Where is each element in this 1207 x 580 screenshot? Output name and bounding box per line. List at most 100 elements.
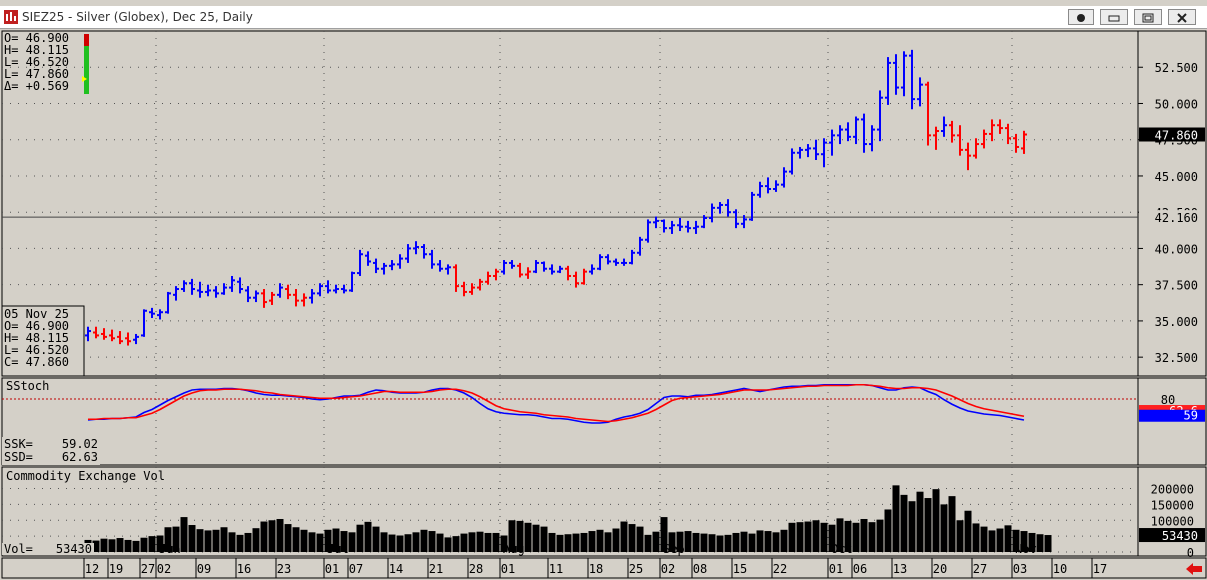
volume-bar [196,529,204,552]
record-icon [1077,14,1085,22]
ohlc-readout-line: H= 48.115 [4,43,69,57]
date-tick-label: 08 [693,562,707,576]
scroll-left-arrow-icon[interactable] [1185,562,1203,576]
volume-bar [612,528,620,552]
stoch-plot-frame [1,377,1139,466]
ohlc-bar [517,262,523,278]
volume-bar [172,526,180,552]
volume-bar [964,510,972,552]
volume-bar [484,532,492,552]
month-label: Jul [327,542,349,556]
stoch-title: SStoch [6,379,49,393]
volume-bar [236,534,244,552]
minimize-button[interactable] [1100,9,1128,25]
range-bar-marker [82,76,87,82]
ssk-tag: 59 [1184,409,1198,423]
volume-bar [564,534,572,552]
ohlc-bar [93,326,99,339]
price-tick-label: 45.000 [1155,170,1198,184]
price-axis-frame [1137,30,1207,377]
minimize-icon [1108,15,1120,22]
volume-bar [156,535,164,552]
ohlc-bar [341,284,347,294]
date-tick-label: 15 [733,562,747,576]
volume-bar [828,524,836,552]
ohlc-bar [933,126,939,150]
volume-bar [548,532,556,552]
volume-bar [492,532,500,552]
data-window-line: 05 Nov 25 [4,307,69,321]
volume-bar [1044,535,1052,552]
ohlc-bar [645,219,651,243]
ohlc-bar [829,129,835,156]
volume-bar [460,533,468,552]
ohlc-bar [733,209,739,229]
ohlc-bar [1021,130,1027,154]
volume-bar [436,533,444,552]
volume-bar [908,501,916,552]
ohlc-bar [509,260,515,269]
volume-bar [1020,531,1028,552]
volume-bar [188,525,196,552]
ohlc-bar [149,307,155,319]
ohlc-bar [637,236,643,256]
vol-tick-label: 200000 [1151,483,1194,497]
volume-bar [204,530,212,552]
volume-bar [580,532,588,552]
title-bar[interactable]: SIEZ25 - Silver (Globex), Dec 25, Daily [0,6,1207,29]
ohlc-bar [229,275,235,292]
app-chart-icon [4,10,18,24]
volume-bar [284,524,292,552]
price-tick-label: 35.000 [1155,315,1198,329]
price-tick-label: 50.000 [1155,97,1198,111]
volume-bar [508,520,516,552]
volume-bar [708,534,716,552]
data-window-box [1,305,85,377]
ohlc-bar [917,77,923,107]
ohlc-bar [101,328,107,340]
ohlc-bar [901,51,907,97]
range-bar-green [84,46,89,94]
ohlc-bar [573,271,579,288]
volume-bar [1004,525,1012,552]
volume-bar [852,522,860,552]
ssd-readout-value: 62.63 [62,450,98,464]
volume-bar [748,533,756,552]
volume-bar [628,524,636,552]
price-tick-label: 37.500 [1155,279,1198,293]
volume-bar [772,532,780,552]
ohlc-bar [805,144,811,158]
ohlc-bar [1005,123,1011,145]
restore-button[interactable] [1134,9,1162,25]
volume-bar [980,526,988,552]
ohlc-bar [141,309,147,337]
ohlc-bar [381,262,387,275]
ohlc-bar [949,120,955,143]
date-tick-label: 07 [349,562,363,576]
ohlc-bar [205,284,211,297]
restore-icon [1142,13,1154,23]
ohlc-bar [653,216,659,229]
volume-bar [292,527,300,552]
ohlc-bar [877,90,883,142]
vol-readout-value: 53430 [56,542,92,556]
volume-bar [524,522,532,552]
volume-bar [996,528,1004,552]
volume-bar [420,529,428,552]
chart-canvas[interactable]: 32.50035.00037.50040.00042.50045.00047.5… [0,29,1207,580]
ohlc-bar [445,264,451,275]
volume-bar [380,532,388,552]
ohlc-bar [213,286,219,298]
record-button[interactable] [1068,9,1094,25]
ohlc-bar [941,116,947,137]
close-button[interactable] [1168,9,1196,25]
ohlc-bar [501,260,507,275]
ohlc-bar [461,281,467,297]
volume-bar [692,532,700,552]
volume-bar [956,520,964,552]
ohlc-bar [493,268,499,281]
ohlc-bar [485,271,491,285]
price-plot-frame [1,30,1139,377]
ohlc-bar [437,260,443,272]
